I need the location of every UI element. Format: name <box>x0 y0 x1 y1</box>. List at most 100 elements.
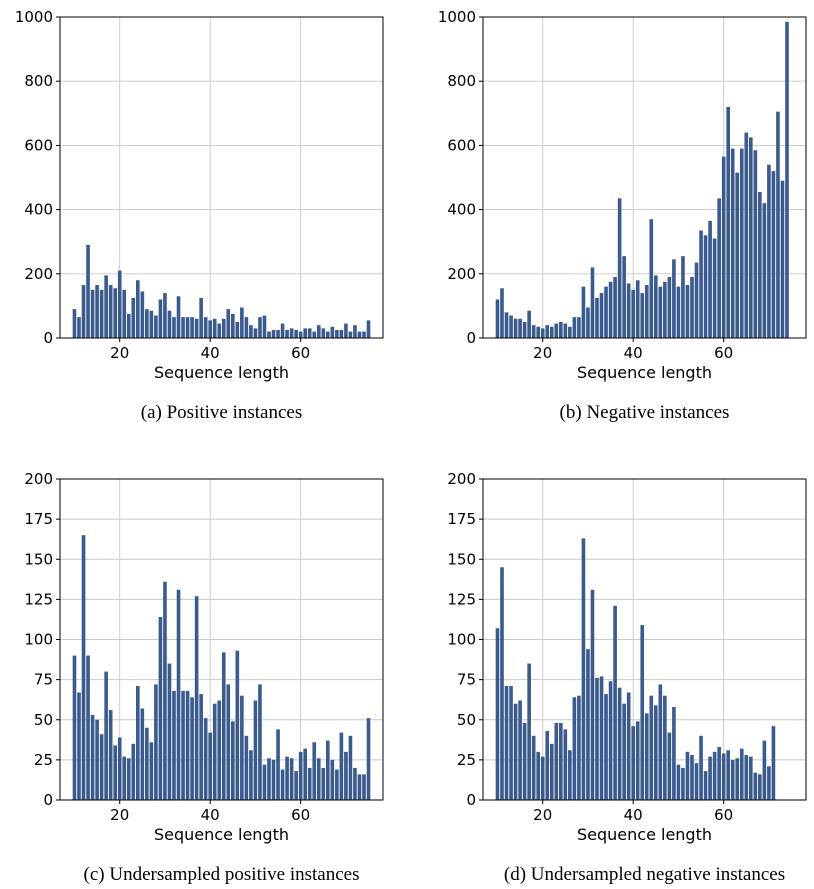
bar <box>117 270 122 338</box>
bar <box>344 751 348 800</box>
bar <box>231 721 235 800</box>
bar <box>240 307 244 338</box>
bar <box>276 729 280 800</box>
x-tick-label: 20 <box>110 344 129 362</box>
bar <box>549 326 554 338</box>
bar <box>617 198 622 338</box>
bar <box>126 758 131 800</box>
bar <box>77 692 81 800</box>
bar <box>780 180 785 338</box>
y-tick-label: 0 <box>466 329 476 347</box>
bar <box>690 277 694 338</box>
bar <box>231 313 235 338</box>
bar <box>303 328 307 338</box>
bar <box>253 328 258 338</box>
bar <box>586 307 590 338</box>
bar <box>658 684 663 800</box>
bar <box>280 323 285 338</box>
bar <box>326 331 330 338</box>
bar <box>104 671 108 800</box>
bar <box>158 617 163 800</box>
bar <box>167 663 172 800</box>
bar <box>739 148 744 338</box>
plot-frame <box>59 16 384 339</box>
bar <box>158 299 163 338</box>
bar <box>176 296 181 338</box>
bar <box>654 275 658 338</box>
x-axis-label: Sequence length <box>577 363 712 382</box>
bar <box>626 692 631 800</box>
bar <box>267 331 271 338</box>
bar <box>353 325 357 338</box>
panel-caption: (b) Negative instances <box>560 402 730 423</box>
bar <box>518 700 522 800</box>
bar <box>90 714 95 800</box>
bar <box>518 318 522 338</box>
bar <box>509 315 513 338</box>
bar <box>712 238 717 338</box>
bar <box>717 198 721 338</box>
bar <box>90 289 95 338</box>
bar <box>258 317 262 338</box>
bar <box>595 678 599 800</box>
bar <box>563 323 568 338</box>
bar <box>330 326 335 338</box>
bar <box>307 328 312 338</box>
x-tick-label: 60 <box>714 344 733 362</box>
bar <box>613 605 617 800</box>
plot-frame <box>482 16 807 339</box>
y-tick-label: 1000 <box>438 8 476 26</box>
bar <box>208 732 212 800</box>
bar <box>540 756 545 800</box>
bar <box>117 737 122 800</box>
bar <box>136 686 140 800</box>
bar <box>131 297 136 338</box>
bar <box>590 589 595 800</box>
bar <box>240 695 244 800</box>
panel-caption: (c) Undersampled positive instances <box>84 864 360 885</box>
bar <box>681 767 685 800</box>
x-tick-label: 20 <box>533 806 552 824</box>
bar <box>353 767 357 800</box>
x-tick-label: 60 <box>714 806 733 824</box>
bar <box>572 697 577 800</box>
bar <box>312 742 317 800</box>
y-tick-label: 50 <box>457 711 476 729</box>
y-tick-label: 150 <box>24 550 53 568</box>
bar <box>99 734 104 800</box>
bar <box>95 719 99 800</box>
bar <box>622 703 626 800</box>
bar <box>307 767 312 800</box>
bar <box>217 700 222 800</box>
bar <box>262 764 267 800</box>
bar <box>86 244 90 338</box>
bar <box>172 690 176 800</box>
bar <box>703 235 708 338</box>
bar <box>522 321 527 338</box>
bar <box>221 318 226 338</box>
bar <box>348 735 353 800</box>
bar <box>276 329 280 338</box>
bar <box>326 740 330 800</box>
bar <box>500 567 504 800</box>
bar <box>81 285 86 338</box>
y-tick-label: 200 <box>24 265 53 283</box>
bar <box>221 652 226 800</box>
bar <box>108 710 113 800</box>
bar <box>758 774 762 800</box>
bar <box>617 687 622 800</box>
bar <box>226 684 231 800</box>
y-tick-label: 800 <box>24 72 53 90</box>
bar <box>362 774 366 800</box>
bar <box>513 703 518 800</box>
bar <box>559 321 563 338</box>
y-tick-label: 150 <box>447 550 476 568</box>
bar <box>577 695 581 800</box>
bar <box>767 766 771 800</box>
bar <box>563 729 568 800</box>
bar <box>694 262 699 338</box>
bar <box>613 277 617 338</box>
bar <box>181 690 185 800</box>
